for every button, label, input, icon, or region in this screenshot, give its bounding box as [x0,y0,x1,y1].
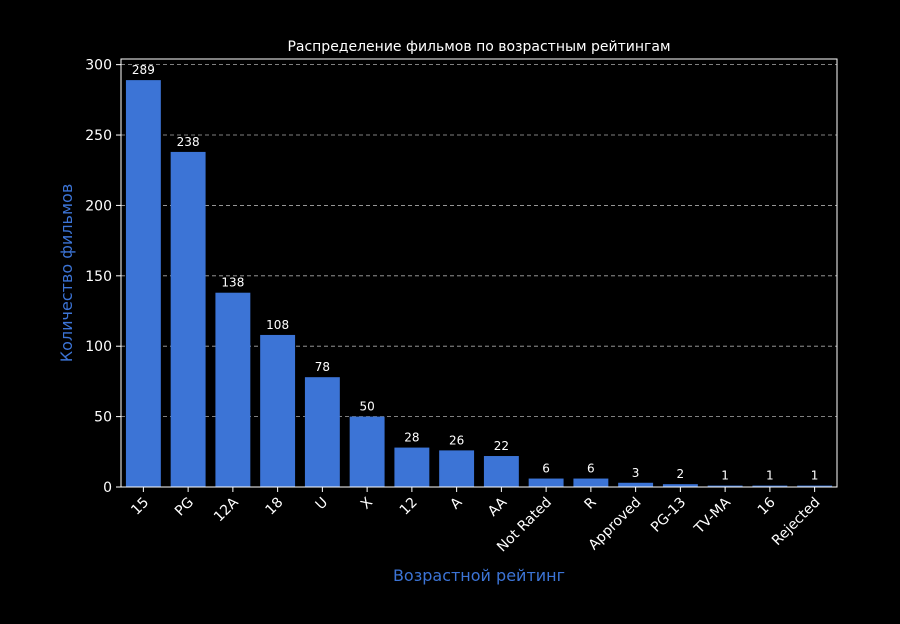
y-tick-label: 200 [85,198,112,214]
x-tick-label: 18 [263,495,287,519]
bar-value-label: 22 [494,439,509,453]
bar [573,478,609,487]
x-tick-label: 12 [397,495,421,519]
bar-value-label: 138 [221,276,244,290]
y-tick-label: 50 [94,410,112,426]
bar [528,478,564,487]
plot-frame [120,58,838,488]
y-axis-title: Количество фильмов [57,184,76,363]
bar [349,416,385,487]
x-tick-label: 16 [755,494,779,518]
bar-value-label: 1 [766,469,774,483]
bar [215,292,251,487]
bar-value-label: 289 [132,63,155,77]
bar [707,485,743,487]
y-tick-label: 100 [85,339,112,355]
x-tick-label: Rejected [769,495,823,549]
x-tick-label: 15 [128,495,152,519]
bar-value-label: 1 [811,469,819,483]
y-tick-label: 250 [85,128,112,144]
bar-value-label: 2 [677,467,685,481]
y-axis: 0 50 100 150 200 250 300 [85,58,121,496]
bar [752,485,788,487]
x-tick-label: R [582,494,600,512]
x-tick-label: PG [172,495,197,520]
bar-value-label: 28 [404,431,419,445]
bar-value-label: 1 [721,469,729,483]
y-tick-label: 300 [85,58,112,74]
bar-value-label: 6 [542,462,550,476]
chart-title: Распределение фильмов по возрастным рейт… [287,39,670,55]
bar [170,151,206,487]
bar [260,334,296,487]
bar-value-label: 108 [266,318,289,332]
bar-value-label: 78 [315,360,330,374]
bar-value-label: 238 [177,135,200,149]
x-axis-title: Возрастной рейтинг [393,566,565,585]
bar [662,484,698,487]
bar [797,485,833,487]
x-tick-label: A [447,494,465,512]
bar [125,80,161,488]
y-tick-label: 150 [85,269,112,285]
x-tick-label: PG-13 [648,495,689,536]
bar-value-label: 6 [587,462,595,476]
x-tick-label: 12A [211,494,242,525]
x-tick-label: TV-MA [691,494,734,537]
y-tick-label: 0 [103,480,112,496]
bars-group: 289 238 138 108 78 50 28 26 22 6 6 3 2 1 1 1 [125,63,833,488]
x-tick-label: X [358,494,376,512]
bar-value-label: 50 [359,400,374,414]
bar-value-label: 3 [632,466,640,480]
bar-value-label: 26 [449,433,464,447]
bar [483,456,519,487]
bar [394,447,430,487]
x-tick-label: AA [485,494,510,519]
bar [304,377,340,487]
x-tick-label: U [313,495,332,514]
bar [618,482,654,487]
bar [439,450,475,487]
